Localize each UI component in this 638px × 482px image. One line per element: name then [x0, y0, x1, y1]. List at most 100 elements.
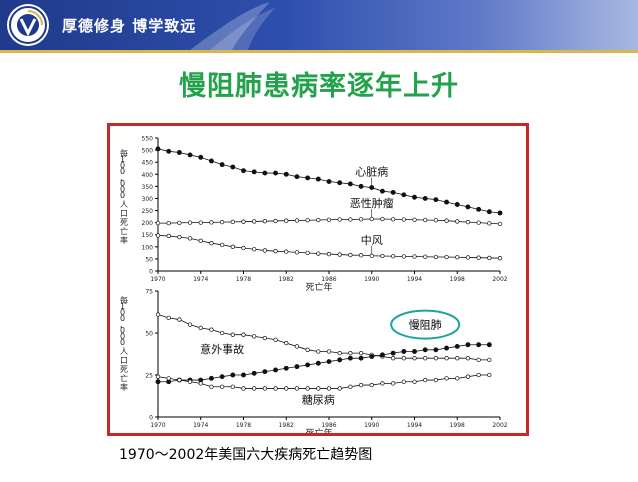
y-tick-label: 0	[149, 415, 153, 422]
y-tick-label: 250	[142, 208, 154, 215]
data-point-心脏病	[176, 150, 182, 155]
data-point-意外事故	[433, 356, 439, 361]
data-point-恶性肿瘤	[487, 221, 492, 226]
data-point-中风	[187, 236, 193, 241]
data-point-中风	[316, 251, 321, 256]
data-point-糖尿病	[209, 384, 214, 389]
data-point-中风	[305, 250, 310, 256]
data-point-意外事故	[284, 340, 289, 346]
data-point-恶性肿瘤	[369, 216, 374, 222]
data-point-慢阻肺	[241, 372, 246, 378]
data-point-意外事故	[209, 327, 214, 332]
x-tick-label: 1998	[450, 422, 465, 429]
data-point-慢阻肺	[401, 349, 407, 354]
data-point-心脏病	[337, 180, 343, 186]
data-point-心脏病	[486, 209, 492, 215]
y-tick-label: 50	[145, 256, 153, 263]
data-point-糖尿病	[487, 372, 492, 378]
data-point-中风	[230, 244, 235, 249]
data-point-慢阻肺	[208, 375, 214, 381]
data-point-心脏病	[369, 185, 375, 191]
data-point-糖尿病	[433, 377, 439, 383]
data-point-糖尿病	[358, 382, 364, 388]
y-tick-label: 300	[142, 196, 154, 203]
data-point-恶性肿瘤	[316, 217, 321, 223]
data-point-糖尿病	[337, 386, 342, 391]
x-tick-label: 2002	[492, 276, 507, 283]
data-point-意外事故	[187, 322, 193, 327]
data-point-心脏病	[390, 189, 396, 195]
data-point-意外事故	[155, 312, 161, 317]
series-label-意外事故: 意外事故	[200, 342, 244, 356]
data-point-糖尿病	[326, 386, 332, 391]
data-point-糖尿病	[198, 381, 203, 386]
data-point-慢阻肺	[294, 364, 300, 370]
data-point-意外事故	[177, 317, 182, 322]
data-point-意外事故	[337, 351, 342, 356]
data-point-意外事故	[487, 357, 492, 363]
highlight-bubble	[390, 309, 461, 340]
data-point-慢阻肺	[412, 349, 417, 354]
data-point-糖尿病	[316, 386, 321, 391]
data-point-中风	[444, 254, 449, 260]
data-point-意外事故	[412, 356, 417, 361]
data-point-糖尿病	[455, 376, 460, 381]
data-point-中风	[241, 245, 246, 251]
data-point-意外事故	[230, 332, 235, 337]
x-tick-label: 1974	[193, 276, 208, 283]
data-point-恶性肿瘤	[380, 216, 385, 222]
data-point-慢阻肺	[454, 343, 460, 349]
data-point-恶性肿瘤	[284, 218, 289, 223]
x-tick-label: 2002	[492, 422, 507, 429]
y-tick-label: 500	[142, 148, 154, 155]
x-tick-label: 1986	[321, 422, 336, 429]
series-label-心脏病: 心脏病	[355, 165, 388, 179]
data-point-中风	[209, 241, 214, 246]
data-point-慢阻肺	[444, 345, 450, 351]
data-point-意外事故	[305, 347, 310, 352]
data-point-恶性肿瘤	[230, 219, 235, 225]
x-axis-label: 死亡年	[305, 281, 332, 293]
data-point-中风	[476, 255, 481, 260]
data-point-慢阻肺	[465, 342, 471, 348]
data-point-慢阻肺	[379, 352, 385, 358]
y-tick-label: 400	[142, 172, 154, 179]
data-point-意外事故	[455, 356, 460, 361]
data-point-慢阻肺	[219, 374, 225, 380]
series-line-糖尿病	[157, 374, 490, 389]
data-point-恶性肿瘤	[390, 217, 396, 222]
data-point-恶性肿瘤	[444, 218, 449, 223]
data-point-恶性肿瘤	[177, 220, 182, 226]
data-point-心脏病	[166, 148, 172, 154]
data-point-心脏病	[230, 164, 236, 170]
data-point-中风	[177, 234, 182, 240]
series-label-糖尿病: 糖尿病	[302, 393, 335, 407]
data-point-糖尿病	[166, 376, 171, 381]
y-tick-label: 450	[142, 160, 154, 167]
data-point-慢阻肺	[326, 359, 332, 365]
data-point-意外事故	[166, 315, 171, 321]
data-point-中风	[487, 255, 492, 261]
data-point-慢阻肺	[305, 362, 311, 368]
data-point-中风	[497, 256, 503, 261]
chart-frame: 0 50 100 150 200 250 300 350 400 450 500 550 1970 197…	[107, 123, 529, 440]
data-point-心脏病	[444, 199, 450, 205]
data-point-中风	[465, 255, 471, 260]
data-point-糖尿病	[412, 379, 417, 384]
data-point-糖尿病	[380, 381, 385, 386]
data-point-糖尿病	[252, 386, 257, 391]
data-point-糖尿病	[401, 379, 406, 384]
data-point-糖尿病	[444, 376, 449, 381]
data-point-中风	[348, 252, 353, 258]
data-point-中风	[198, 238, 203, 243]
data-point-慢阻肺	[347, 355, 353, 361]
data-point-中风	[294, 250, 300, 255]
data-point-恶性肿瘤	[187, 220, 193, 225]
data-point-中风	[284, 249, 289, 254]
data-point-糖尿病	[348, 384, 353, 389]
data-point-心脏病	[422, 196, 428, 201]
data-point-糖尿病	[241, 386, 246, 391]
data-point-意外事故	[294, 344, 300, 349]
data-point-心脏病	[187, 152, 193, 158]
